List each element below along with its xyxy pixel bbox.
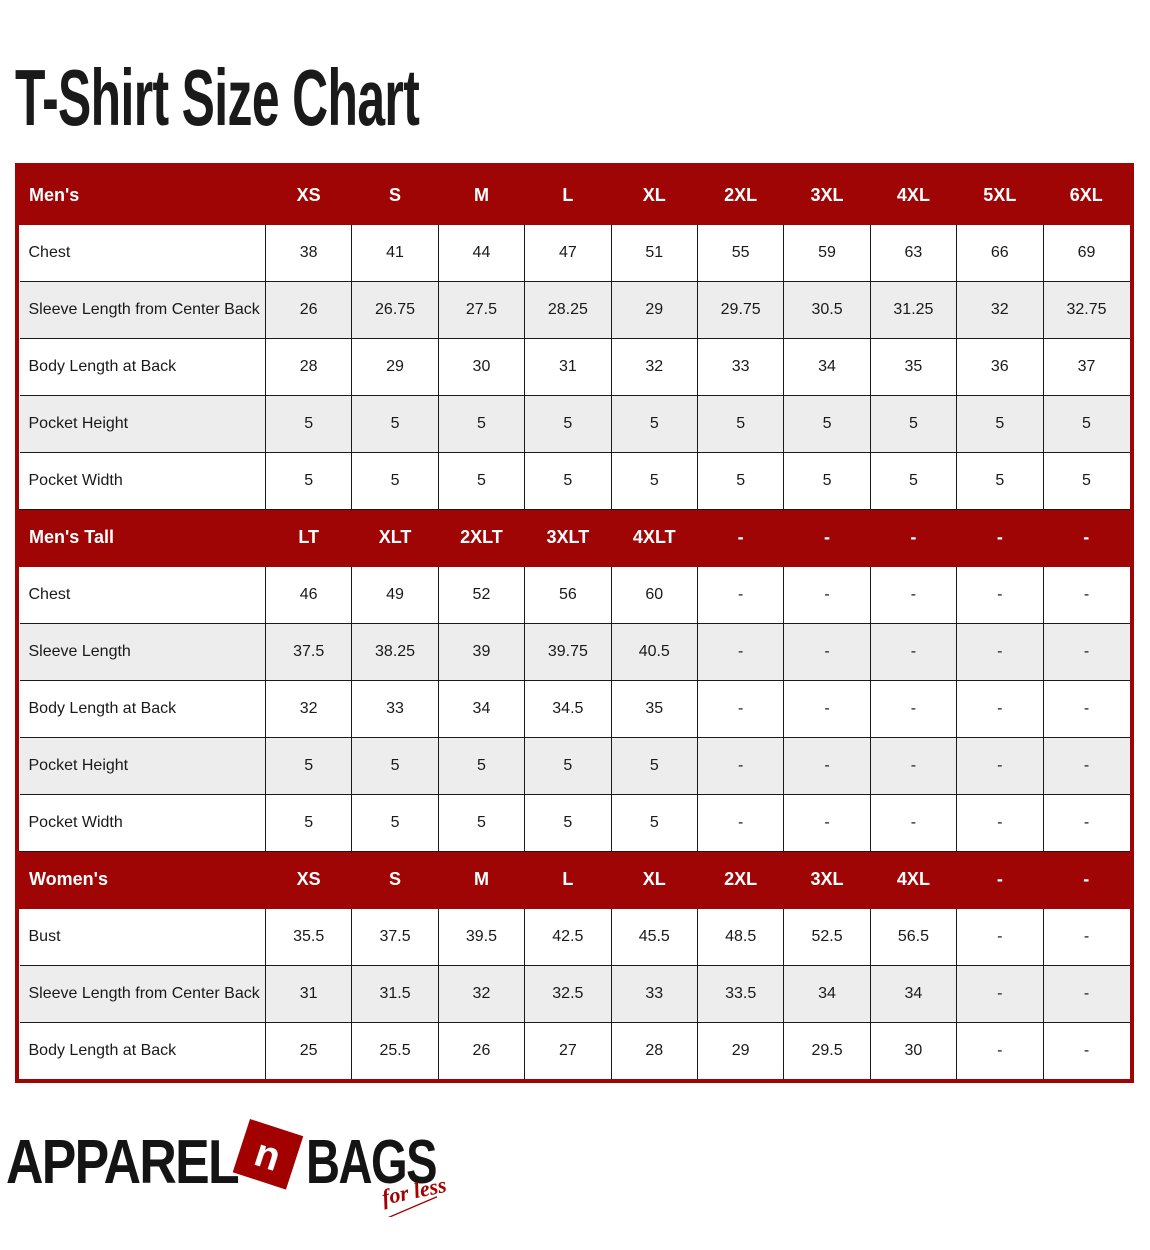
svg-text:APPAREL: APPAREL (6, 1128, 238, 1197)
